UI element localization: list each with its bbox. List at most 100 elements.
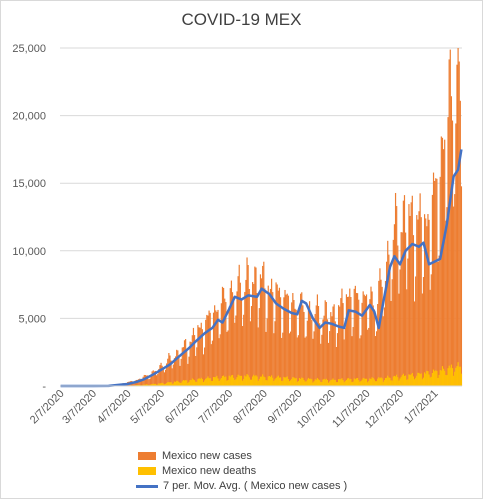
cases-bar <box>224 298 226 386</box>
cases-bar <box>199 327 201 386</box>
deaths-bar <box>314 379 316 386</box>
cases-bar <box>161 365 163 386</box>
y-axis-ticks: - 5,000 10,000 15,000 20,000 25,000 <box>12 43 46 393</box>
cases-bar <box>257 327 259 386</box>
cases-bar <box>390 300 392 386</box>
cases-bar <box>152 370 154 386</box>
cases-bar <box>310 312 312 386</box>
cases-bar <box>142 376 144 386</box>
deaths-bar <box>322 379 324 386</box>
cases-bar <box>447 117 449 386</box>
deaths-bar <box>401 375 403 386</box>
deaths-bar <box>233 377 235 386</box>
deaths-bar <box>413 379 416 386</box>
deaths-bar <box>276 376 278 386</box>
cases-bar <box>263 261 265 386</box>
deaths-bar <box>263 376 265 386</box>
cases-bar <box>153 371 155 386</box>
x-tick-label: 8/7/2020 <box>231 388 270 427</box>
cases-bar <box>444 139 446 386</box>
cases-bar <box>343 339 345 386</box>
cases-bar <box>323 315 325 386</box>
deaths-bar <box>304 381 306 386</box>
cases-bar <box>406 289 408 386</box>
cases-bar <box>311 320 313 386</box>
deaths-bar <box>330 380 332 386</box>
deaths-bar <box>147 384 149 386</box>
cases-bar <box>392 239 394 386</box>
deaths-bar <box>381 378 383 386</box>
cases-bar <box>415 276 417 386</box>
cases-bar <box>442 149 445 386</box>
deaths-bar <box>389 377 391 386</box>
cases-bar <box>282 332 284 386</box>
cases-bar <box>173 358 176 386</box>
cases-bar <box>314 313 316 386</box>
cases-bar <box>256 293 258 386</box>
cases-bar <box>418 211 420 386</box>
cases-bar <box>159 365 161 386</box>
deaths-bar <box>258 378 260 386</box>
cases-bar <box>168 353 170 386</box>
cases-bar <box>324 300 326 386</box>
deaths-bar <box>259 376 262 386</box>
cases-bar <box>154 370 157 386</box>
cases-bar <box>196 347 198 386</box>
deaths-bar <box>151 383 153 386</box>
cases-bar <box>409 215 411 386</box>
deaths-bar <box>269 376 272 386</box>
deaths-bar <box>226 380 228 386</box>
deaths-bar <box>454 371 456 386</box>
cases-bar <box>438 255 440 386</box>
deaths-bar <box>214 377 216 386</box>
deaths-bar <box>295 378 297 386</box>
cases-bar <box>304 337 306 386</box>
deaths-bar <box>143 384 145 386</box>
cases-bar <box>139 378 141 386</box>
deaths-bar <box>392 376 394 386</box>
deaths-bar <box>154 383 157 386</box>
cases-bar <box>413 301 416 386</box>
deaths-bar <box>300 378 302 386</box>
deaths-bar <box>225 376 227 386</box>
cases-bar <box>174 356 177 386</box>
deaths-bar <box>400 376 402 386</box>
deaths-bar <box>459 366 461 386</box>
cases-bar <box>190 342 192 386</box>
deaths-bar <box>408 374 410 386</box>
deaths-bar <box>427 371 429 386</box>
cases-bar <box>303 311 305 386</box>
cases-bar <box>435 178 437 386</box>
cases-bar <box>287 295 289 386</box>
cases-bar <box>380 279 382 386</box>
cases-bar <box>241 326 244 386</box>
deaths-bar <box>199 378 201 386</box>
deaths-bar <box>324 379 326 386</box>
cases-bar <box>316 294 318 386</box>
cases-bar <box>218 338 220 386</box>
cases-bars <box>61 48 463 387</box>
cases-bar <box>456 64 458 386</box>
cases-bar <box>432 172 435 386</box>
deaths-bar <box>221 376 224 386</box>
cases-bar <box>398 293 400 386</box>
legend: Mexico new cases Mexico new deaths 7 per… <box>136 449 347 494</box>
deaths-bar <box>313 381 315 386</box>
cases-bar <box>140 381 142 386</box>
cases-bar <box>397 245 399 386</box>
deaths-bar <box>149 384 151 386</box>
deaths-bar <box>163 384 166 386</box>
deaths-bar <box>170 382 172 386</box>
deaths-bar <box>138 384 140 386</box>
legend-item-deaths: Mexico new deaths <box>138 464 347 478</box>
deaths-bar <box>265 380 267 386</box>
legend-swatch-deaths <box>138 467 156 475</box>
cases-bar <box>262 265 264 386</box>
deaths-bar <box>161 382 163 386</box>
cases-bar <box>426 226 428 386</box>
deaths-bar <box>335 382 337 386</box>
deaths-bar <box>450 364 452 386</box>
deaths-bar <box>426 370 428 386</box>
deaths-bar <box>145 384 148 386</box>
deaths-bar <box>437 377 439 386</box>
